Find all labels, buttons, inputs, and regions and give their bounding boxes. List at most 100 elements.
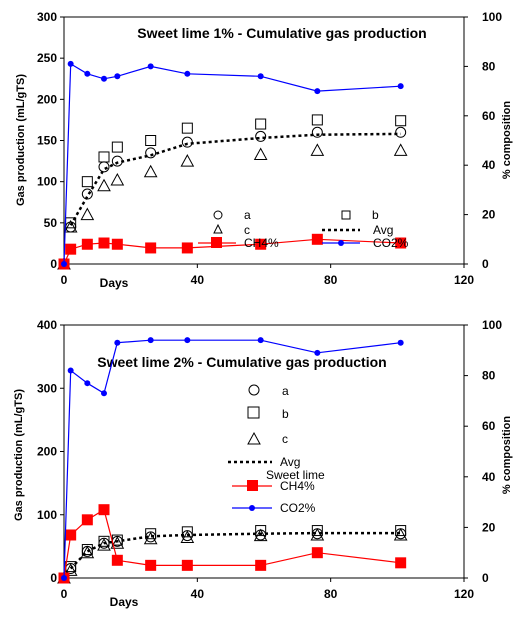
legend-marker-b xyxy=(247,406,260,419)
point-ch4-8 xyxy=(311,233,323,245)
y2-tick-label: 40 xyxy=(482,470,496,484)
point-c-1 xyxy=(63,563,78,576)
point-a-8 xyxy=(311,126,323,138)
legend-marker-c xyxy=(247,431,261,445)
series-line-co2 xyxy=(63,62,401,265)
point-ch4-1 xyxy=(65,243,77,255)
point-ch4-6 xyxy=(181,559,193,571)
point-c-4 xyxy=(110,172,125,186)
point-c-3 xyxy=(97,538,111,551)
legend-label-a: a xyxy=(282,384,289,398)
point-b-7 xyxy=(255,118,267,130)
point-b-2 xyxy=(81,544,93,556)
y-axis-label: Gas production (mL/gTS) xyxy=(13,389,25,521)
point-ch4-3 xyxy=(98,504,110,516)
point-ch4-7 xyxy=(255,238,267,250)
legend: a b c Avg Sweet lime CH4% CO2% xyxy=(228,384,325,515)
x-tick-label: 120 xyxy=(454,587,474,601)
y-tick-label: 50 xyxy=(44,216,58,230)
point-a-5 xyxy=(145,147,157,159)
point-co2-3 xyxy=(101,75,107,82)
x-tick-label: 0 xyxy=(61,587,68,601)
chart-title: Sweet lime 2% - Cumulative gas productio… xyxy=(97,354,386,370)
point-co2-4 xyxy=(114,73,121,80)
y2-tick-label: 0 xyxy=(482,571,489,585)
point-ch4-7 xyxy=(255,559,267,571)
y-tick-label: 0 xyxy=(50,571,57,585)
legend-marker-b xyxy=(341,210,351,220)
y2-tick-label: 100 xyxy=(482,318,502,332)
x-tick-label: 120 xyxy=(454,273,474,287)
point-c-9 xyxy=(393,143,408,156)
point-co2-9 xyxy=(397,339,404,346)
legend-label-ch4: CH4% xyxy=(280,479,315,493)
point-ch4-6 xyxy=(181,242,193,254)
point-b-9 xyxy=(395,115,407,127)
y2-axis-label: % composition xyxy=(501,416,513,495)
y-tick-label: 100 xyxy=(37,508,57,522)
point-co2-8 xyxy=(314,88,321,95)
point-co2-3 xyxy=(101,390,107,397)
point-c-8 xyxy=(310,143,325,156)
point-co2-0 xyxy=(61,575,67,581)
point-c-6 xyxy=(180,530,195,544)
legend-label-avg: Avg xyxy=(280,455,300,469)
point-co2-1 xyxy=(67,60,74,67)
legend-label-co2: CO2% xyxy=(280,501,316,515)
point-ch4-5 xyxy=(145,559,157,571)
point-ch4-1 xyxy=(65,529,77,541)
y-tick-label: 300 xyxy=(37,381,57,395)
point-ch4-8 xyxy=(311,547,323,559)
point-c-8 xyxy=(310,527,325,541)
legend-marker-co2 xyxy=(249,505,255,511)
series-line-ch4 xyxy=(63,508,401,579)
y-tick-label: 200 xyxy=(37,92,57,106)
legend-label-b: b xyxy=(282,407,289,421)
point-b-7 xyxy=(255,525,267,537)
y2-tick-label: 60 xyxy=(482,109,496,123)
y2-tick-label: 80 xyxy=(482,59,496,73)
legend-marker-a xyxy=(248,384,260,396)
point-ch4-9 xyxy=(395,237,407,249)
point-ch4-2 xyxy=(81,238,93,250)
y2-tick-label: 80 xyxy=(482,369,496,383)
point-b-3 xyxy=(98,151,110,163)
point-co2-2 xyxy=(84,380,91,387)
legend-label-ch4: CH4% xyxy=(244,236,279,250)
legend-label-c: c xyxy=(282,432,288,446)
series-line-avg xyxy=(69,132,401,226)
point-co2-7 xyxy=(257,73,264,80)
point-c-7 xyxy=(253,528,268,542)
series-line-co2 xyxy=(63,339,401,579)
point-ch4-2 xyxy=(81,514,93,526)
legend-label-c: c xyxy=(244,223,250,237)
point-ch4-4 xyxy=(111,554,123,566)
y-axis-label: Gas production (mL/gTS) xyxy=(15,74,27,206)
point-c-5 xyxy=(143,531,158,545)
point-a-7 xyxy=(255,529,267,541)
y-tick-label: 100 xyxy=(37,175,57,189)
point-c-3 xyxy=(97,178,111,192)
point-ch4-4 xyxy=(111,238,123,250)
legend-marker-c xyxy=(213,223,223,234)
point-b-5 xyxy=(145,528,157,540)
y2-tick-label: 60 xyxy=(482,419,496,433)
x-tick-label: 80 xyxy=(324,273,338,287)
y2-tick-label: 40 xyxy=(482,158,496,172)
point-co2-4 xyxy=(114,339,121,346)
chart-title: Sweet lime 1% - Cumulative gas productio… xyxy=(137,25,426,41)
point-b-8 xyxy=(311,114,323,126)
point-co2-1 xyxy=(67,367,74,374)
x-axis-label: Days xyxy=(110,595,139,609)
point-ch4-9 xyxy=(395,557,407,569)
legend-label-co2: CO2% xyxy=(373,236,409,250)
y-tick-label: 150 xyxy=(37,134,57,148)
y2-axis-label: % composition xyxy=(501,101,513,180)
legend-marker-ch4 xyxy=(247,480,258,491)
point-a-4 xyxy=(111,155,123,167)
y-tick-label: 250 xyxy=(37,51,57,65)
point-b-3 xyxy=(98,535,110,547)
annotation-label: Sweet lime xyxy=(266,468,325,482)
point-a-3 xyxy=(98,161,110,173)
point-a-7 xyxy=(255,130,267,142)
